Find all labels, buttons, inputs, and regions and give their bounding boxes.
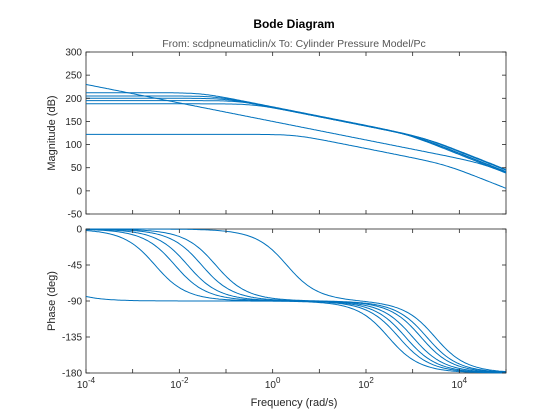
- magnitude-tick-label: 300: [65, 48, 82, 59]
- frequency-tick-label: 102: [358, 376, 374, 391]
- magnitude-tick-label: 50: [71, 163, 83, 174]
- phase-tick-label: -135: [62, 333, 82, 344]
- magnitude-series-6: [86, 103, 507, 170]
- phase-panel: -180 -135 -90 -45 0 Phase (deg): [46, 225, 507, 380]
- magnitude-panel: -50 0 50 100 150 200 250 300 Magnitude (dB): [46, 48, 507, 221]
- chart-subtitle: From: scdpneumaticlin/x To: Cylinder Pre…: [162, 38, 426, 50]
- magnitude-tick-label: 0: [76, 186, 82, 197]
- frequency-tick-label: 10-4: [77, 376, 96, 391]
- phase-tick-label: 0: [76, 225, 82, 236]
- phase-tick-label: -45: [68, 261, 83, 272]
- frequency-tick-label: 10-2: [170, 376, 189, 391]
- phase-series-group: [85, 228, 507, 374]
- frequency-ticks: 10-4 10-2 100 102 104: [77, 52, 507, 391]
- magnitude-tick-label: 150: [65, 117, 82, 128]
- phase-series-7: [86, 228, 507, 373]
- frequency-axis-label: Frequency (rad/s): [251, 397, 338, 409]
- magnitude-axis-label: Magnitude (dB): [46, 95, 58, 170]
- phase-tick-label: -180: [62, 369, 82, 380]
- magnitude-tick-label: 250: [65, 71, 82, 82]
- magnitude-tick-label: 100: [65, 140, 82, 151]
- phase-tick-label: -90: [68, 297, 83, 308]
- frequency-tick-label: 104: [452, 376, 468, 391]
- magnitude-ticks: -50 0 50 100 150 200 250 300: [65, 48, 506, 221]
- magnitude-series-group: [85, 83, 507, 189]
- chart-title: Bode Diagram: [253, 17, 334, 31]
- magnitude-tick-label: -50: [68, 210, 83, 221]
- magnitude-tick-label: 200: [65, 94, 82, 105]
- magnitude-axes-box: [85, 51, 507, 215]
- phase-ticks: -180 -135 -90 -45 0: [62, 225, 506, 380]
- phase-axis-label: Phase (deg): [46, 271, 58, 331]
- phase-series-6: [86, 228, 507, 373]
- magnitude-series-7: [86, 133, 507, 189]
- frequency-tick-label: 100: [265, 376, 281, 391]
